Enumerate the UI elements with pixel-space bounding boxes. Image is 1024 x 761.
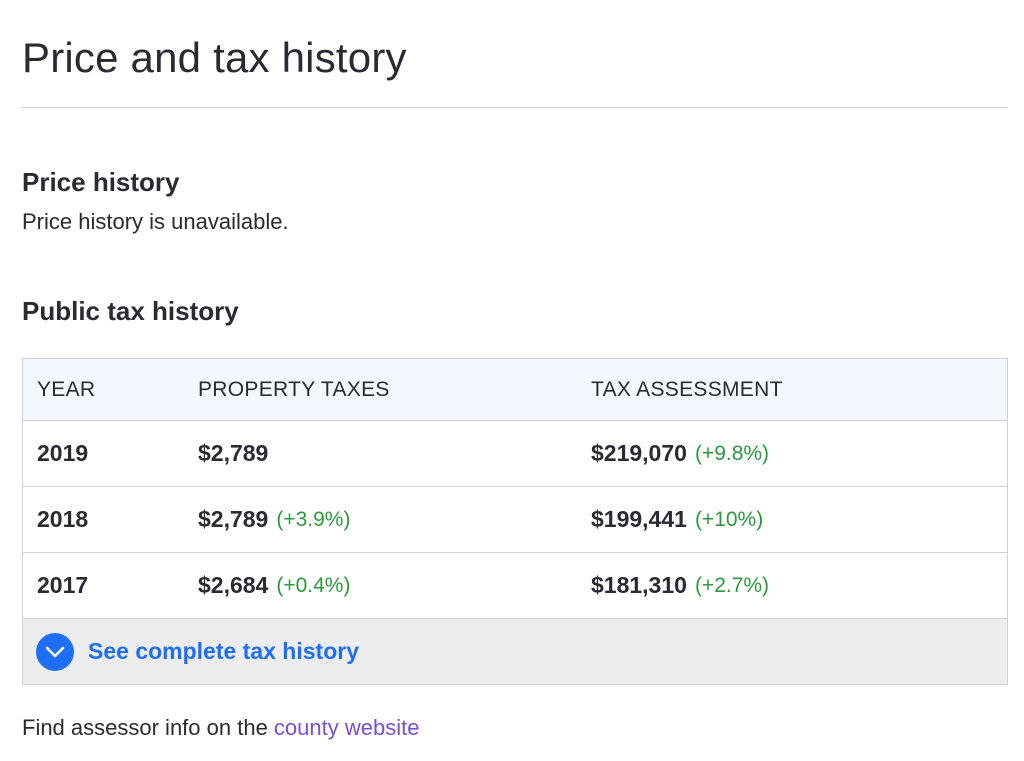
row-assessment-change: (+2.7%) <box>694 573 770 597</box>
table-header-row: YEAR PROPERTY TAXES TAX ASSESSMENT <box>23 359 1007 421</box>
column-header-year: YEAR <box>37 377 96 401</box>
see-complete-tax-history-link[interactable]: See complete tax history <box>88 638 359 664</box>
row-taxes-change: (+0.4%) <box>276 573 351 597</box>
price-history-heading: Price history <box>22 167 180 197</box>
column-header-tax-assessment: TAX ASSESSMENT <box>591 377 783 401</box>
row-tax-assessment: $181,310 <box>591 572 687 598</box>
table-row: 2017 $2,684 (+0.4%) $181,310 (+2.7%) <box>23 553 1007 619</box>
row-assessment-change: (+10%) <box>694 507 764 531</box>
title-divider <box>22 107 1008 108</box>
table-row: 2019 $2,789 $219,070 (+9.8%) <box>23 421 1007 487</box>
row-assessment-change: (+9.8%) <box>694 441 770 465</box>
row-property-taxes: $2,789 <box>198 506 269 532</box>
column-header-property-taxes: PROPERTY TAXES <box>198 377 390 401</box>
tax-history-table: YEAR PROPERTY TAXES TAX ASSESSMENT 2019 … <box>22 358 1008 685</box>
assessor-info-prefix: Find assessor info on the <box>22 715 274 740</box>
row-property-taxes: $2,789 <box>198 440 269 466</box>
county-website-link[interactable]: county website <box>273 715 420 740</box>
row-year: 2018 <box>37 506 89 532</box>
row-year: 2017 <box>37 572 89 598</box>
row-taxes-change: (+3.9%) <box>276 507 351 531</box>
price-history-message: Price history is unavailable. <box>22 209 289 234</box>
row-tax-assessment: $199,441 <box>591 506 687 532</box>
row-year: 2019 <box>37 440 89 466</box>
see-complete-tax-history-button[interactable]: See complete tax history <box>23 619 1007 684</box>
row-property-taxes: $2,684 <box>198 572 269 598</box>
row-tax-assessment: $219,070 <box>591 440 687 466</box>
table-row: 2018 $2,789 (+3.9%) $199,441 (+10%) <box>23 487 1007 553</box>
chevron-down-icon[interactable] <box>36 633 74 671</box>
tax-history-heading: Public tax history <box>22 296 239 326</box>
page-title: Price and tax history <box>22 34 407 81</box>
assessor-info-text: Find assessor info on the county website <box>22 713 419 743</box>
